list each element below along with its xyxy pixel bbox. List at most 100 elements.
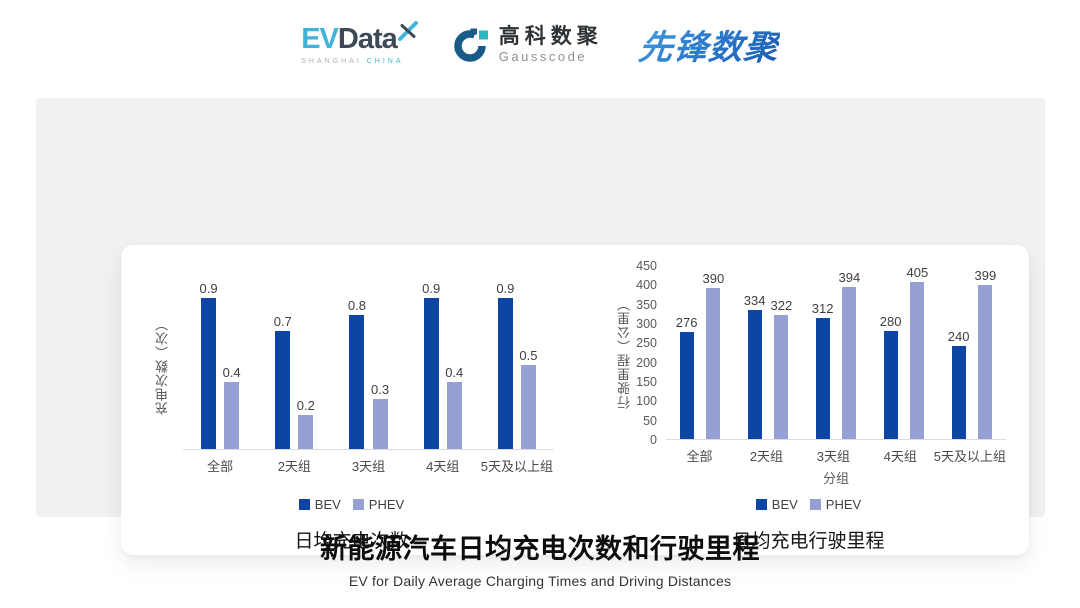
- plot-area: 276 390 334 322 312 394 280 405 240 399: [666, 266, 1006, 440]
- legend: BEV PHEV: [149, 498, 554, 511]
- bar-group: 0.8 0.3: [331, 299, 405, 449]
- bar-value-label: 0.4: [222, 364, 241, 380]
- bar-value-label: 394: [838, 269, 861, 285]
- legend-item-bev: BEV: [298, 497, 341, 512]
- x-category-label: 3天组: [816, 449, 850, 464]
- bar-phev: [706, 288, 721, 439]
- gausscode-texts: 高科数聚 Gausscode: [499, 25, 603, 64]
- bar-value-label: 0.3: [371, 381, 390, 397]
- bar-value-label: 334: [743, 292, 766, 308]
- category-row: 全部 2天组 3天组 4天组 5天及以上组: [666, 448, 1006, 466]
- bar-group: 0.9 0.4: [183, 282, 257, 449]
- gausscode-cn-text: 高科数聚: [498, 24, 603, 48]
- bar-stack: 0.8: [348, 299, 366, 449]
- bar-stack: 0.2: [297, 399, 315, 449]
- bar-value-label: 0.4: [445, 364, 464, 380]
- footer-subtitle: EV for Daily Average Charging Times and …: [348, 573, 732, 589]
- bar-value-label: 0.7: [273, 314, 292, 330]
- bar-stack: 0.7: [274, 315, 292, 449]
- charts-card: 充电次数（次） 0.9 0.4 0.7 0.2 0.8 0.3 0.9 0.4 0.9 0.5 全部 2…: [121, 245, 1029, 555]
- chart-driving-distance: 行驶里程（公里） 0 50 100 150 200 250 300 350 400 450 276 39…: [611, 259, 1006, 553]
- legend-item-phev: PHEV: [352, 497, 405, 512]
- y-tick-label: 450: [636, 259, 657, 273]
- bar-stack: 0.9: [422, 282, 440, 449]
- evdata-ev-text: EV: [301, 22, 339, 55]
- gausscode-logo: 高科数聚 Gausscode: [454, 25, 603, 64]
- bar-value-label: 312: [811, 301, 834, 317]
- legend-label: BEV: [771, 497, 798, 512]
- x-category-label: 4天组: [426, 459, 460, 474]
- bar-bev: [815, 318, 830, 439]
- y-tick-label: 50: [643, 413, 657, 428]
- legend-item-bev: BEV: [755, 497, 798, 512]
- y-tick-label: 400: [636, 278, 657, 293]
- evdata-wordmark: EV Data: [301, 20, 418, 55]
- bar-stack: 0.9: [496, 282, 514, 449]
- bar-value-label: 390: [702, 271, 725, 287]
- footer-title: 新能源汽车日均充电次数和行驶里程: [320, 534, 760, 564]
- bar-stack: 312: [812, 302, 834, 439]
- evdata-logo: EV Data SHANGHAI CHINA: [301, 20, 418, 65]
- y-tick-label: 150: [636, 375, 657, 389]
- bar-stack: 0.9: [200, 282, 218, 449]
- bar-stack: 390: [702, 271, 725, 439]
- y-tick-label: 0: [650, 433, 657, 447]
- bar-bev: [201, 297, 217, 449]
- evdata-data-text: Data: [337, 22, 398, 55]
- evdata-subtext: SHANGHAI CHINA: [301, 57, 404, 65]
- x-axis-title: 分组: [822, 471, 849, 486]
- x-category-label: 全部: [207, 459, 234, 474]
- bar-stack: 0.4: [445, 366, 463, 449]
- content-panel: 充电次数（次） 0.9 0.4 0.7 0.2 0.8 0.3 0.9 0.4 0.9 0.5 全部 2…: [36, 98, 1045, 555]
- bar-phev: [372, 398, 388, 449]
- x-category-label: 3天组: [351, 459, 386, 474]
- bar-group: 240 399: [938, 269, 1006, 439]
- bar-phev: [910, 282, 925, 439]
- bar-value-label: 399: [974, 267, 997, 283]
- bar-group: 0.9 0.4: [406, 282, 480, 449]
- legend: BEV PHEV: [611, 498, 1006, 511]
- sparkle-icon: [397, 20, 418, 41]
- bar-bev: [423, 297, 439, 449]
- y-tick-label: 300: [636, 317, 657, 331]
- bar-bev: [275, 331, 291, 449]
- bar-stack: 334: [744, 294, 766, 439]
- header-logos: EV Data SHANGHAI CHINA 高科数聚 Gausscode 先锋…: [0, 20, 1080, 69]
- y-axis-title: 行驶里程（公里）: [617, 297, 632, 409]
- legend-label: BEV: [314, 497, 341, 512]
- y-axis-title: 充电次数（次）: [155, 317, 170, 415]
- bar-stack: 394: [838, 269, 861, 439]
- bar-value-label: 280: [879, 313, 902, 329]
- bar-bev: [497, 297, 513, 449]
- legend-label: PHEV: [368, 497, 405, 512]
- gausscode-mark-icon: [454, 28, 488, 62]
- y-tick-label: 350: [636, 297, 657, 312]
- bar-bev: [883, 330, 898, 439]
- plot-row: 行驶里程（公里） 0 50 100 150 200 250 300 350 400 450 276 39…: [611, 259, 1006, 447]
- bar-value-label: 0.9: [422, 280, 441, 296]
- y-tick-label: 100: [636, 394, 657, 409]
- bar-group: 334 322: [734, 294, 802, 439]
- bar-bev: [679, 332, 694, 439]
- bar-phev: [842, 286, 857, 439]
- bar-stack: 399: [974, 267, 997, 439]
- category-row: 全部 2天组 3天组 4天组 5天及以上组: [183, 458, 554, 476]
- x-category-label: 2天组: [277, 459, 311, 474]
- bar-value-label: 405: [906, 265, 929, 281]
- bar-stack: 0.4: [223, 366, 241, 449]
- x-category-label: 5天及以上组: [480, 459, 554, 474]
- y-tick-label: 250: [636, 336, 657, 351]
- bar-group: 0.9 0.5: [480, 282, 554, 449]
- plot-area: 0.9 0.4 0.7 0.2 0.8 0.3 0.9 0.4 0.9 0.5: [183, 282, 554, 450]
- bar-phev: [298, 415, 314, 449]
- legend-label: PHEV: [825, 497, 862, 512]
- bar-value-label: 322: [770, 297, 793, 313]
- bar-value-label: 0.9: [199, 280, 218, 296]
- legend-swatch: [352, 499, 364, 510]
- bar-phev: [446, 381, 462, 449]
- bar-value-label: 0.8: [347, 297, 366, 313]
- bar-group: 0.7 0.2: [257, 315, 331, 449]
- x-category-label: 4天组: [883, 449, 917, 464]
- bar-value-label: 0.5: [519, 348, 538, 363]
- bar-value-label: 0.9: [496, 280, 515, 296]
